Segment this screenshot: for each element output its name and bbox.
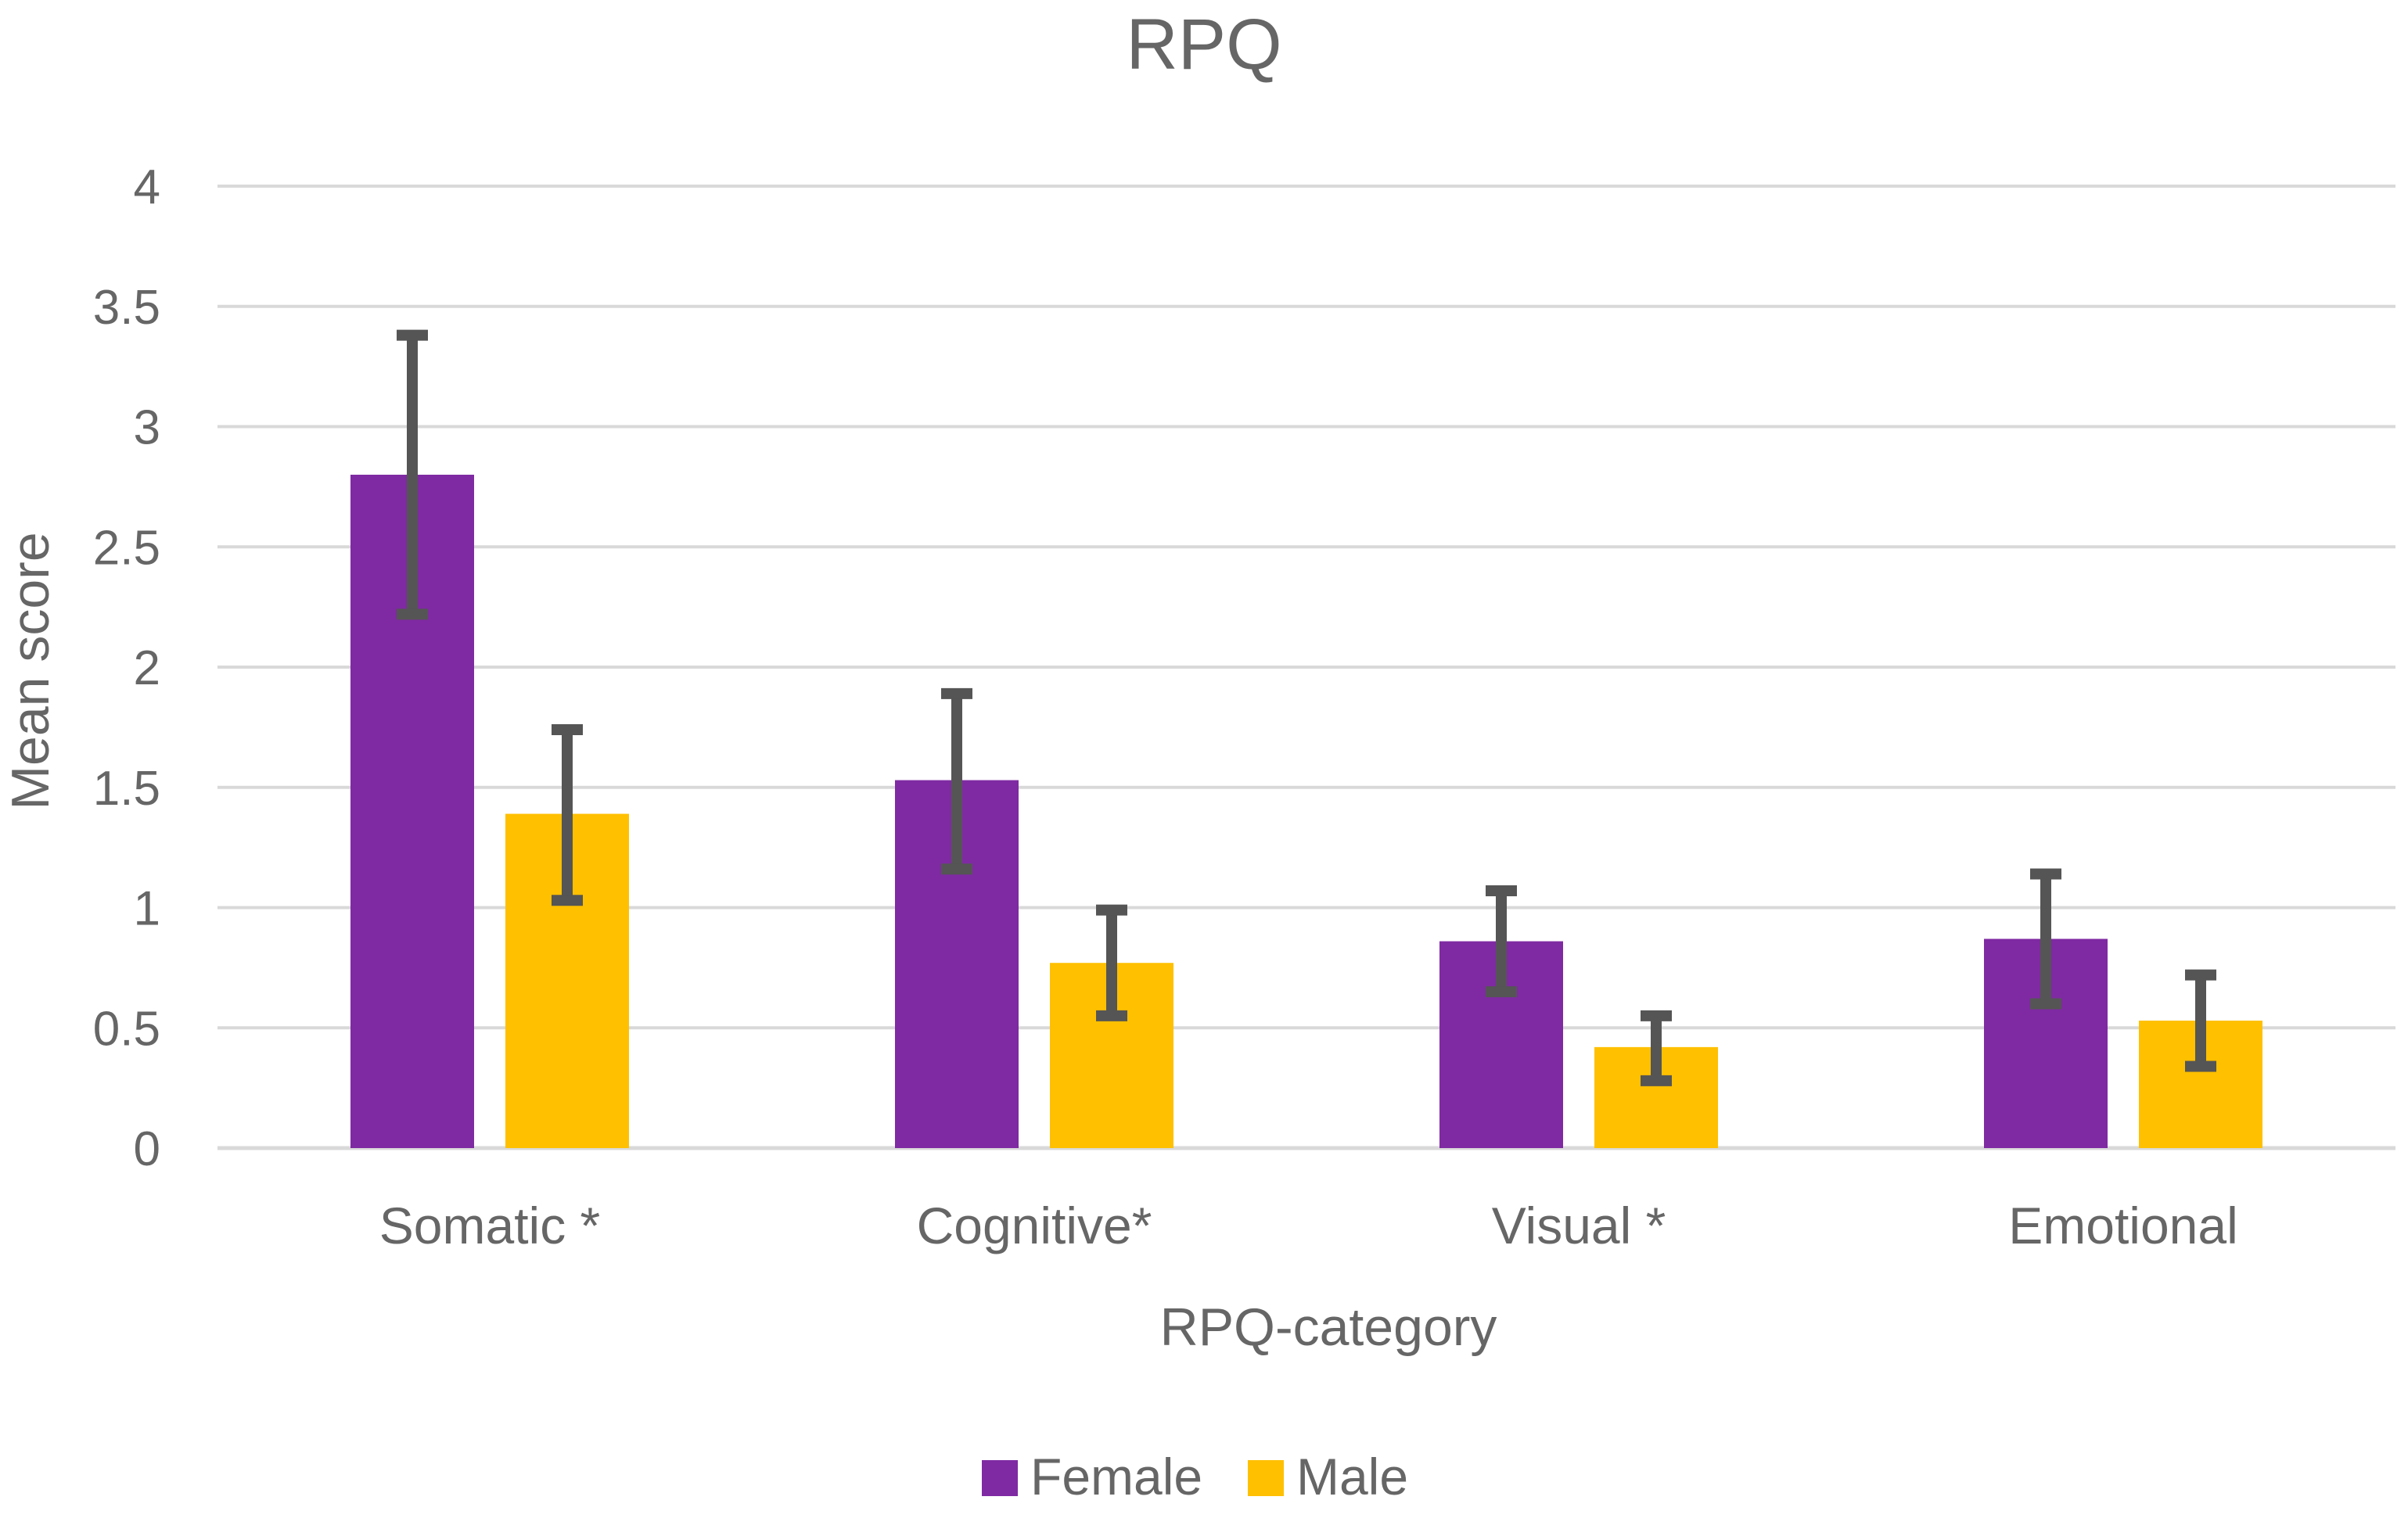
y-tick-label: 2 [134,641,160,695]
x-tick-label: Emotional [2008,1197,2238,1254]
legend-swatch-female [982,1460,1018,1496]
x-tick-labels: Somatic * Cognitive* Visual * Emotional [379,1197,2238,1254]
legend: Female Male [982,1448,1408,1505]
y-tick-label: 3.5 [93,281,160,335]
y-tick-label: 0.5 [93,1002,160,1056]
bars [350,475,2262,1148]
y-axis-label: Mean score [1,532,60,809]
error-bars [397,329,2216,1086]
legend-swatch-male [1248,1460,1284,1496]
y-tick-label: 4 [134,160,160,214]
legend-label-male: Male [1296,1448,1408,1505]
y-tick-label: 1.5 [93,762,160,816]
legend-label-female: Female [1030,1448,1202,1505]
x-tick-label: Somatic * [379,1197,600,1254]
x-tick-label: Cognitive* [917,1197,1152,1254]
y-tick-label: 3 [134,401,160,455]
y-tick-label: 0 [134,1122,160,1176]
y-tick-labels: 0 0.5 1 1.5 2 2.5 3 3.5 4 [93,160,160,1176]
x-tick-label: Visual * [1492,1197,1666,1254]
chart-title: RPQ [1126,5,1281,84]
x-axis-label: RPQ-category [1160,1297,1497,1357]
y-tick-label: 2.5 [93,521,160,575]
y-tick-label: 1 [134,882,160,936]
